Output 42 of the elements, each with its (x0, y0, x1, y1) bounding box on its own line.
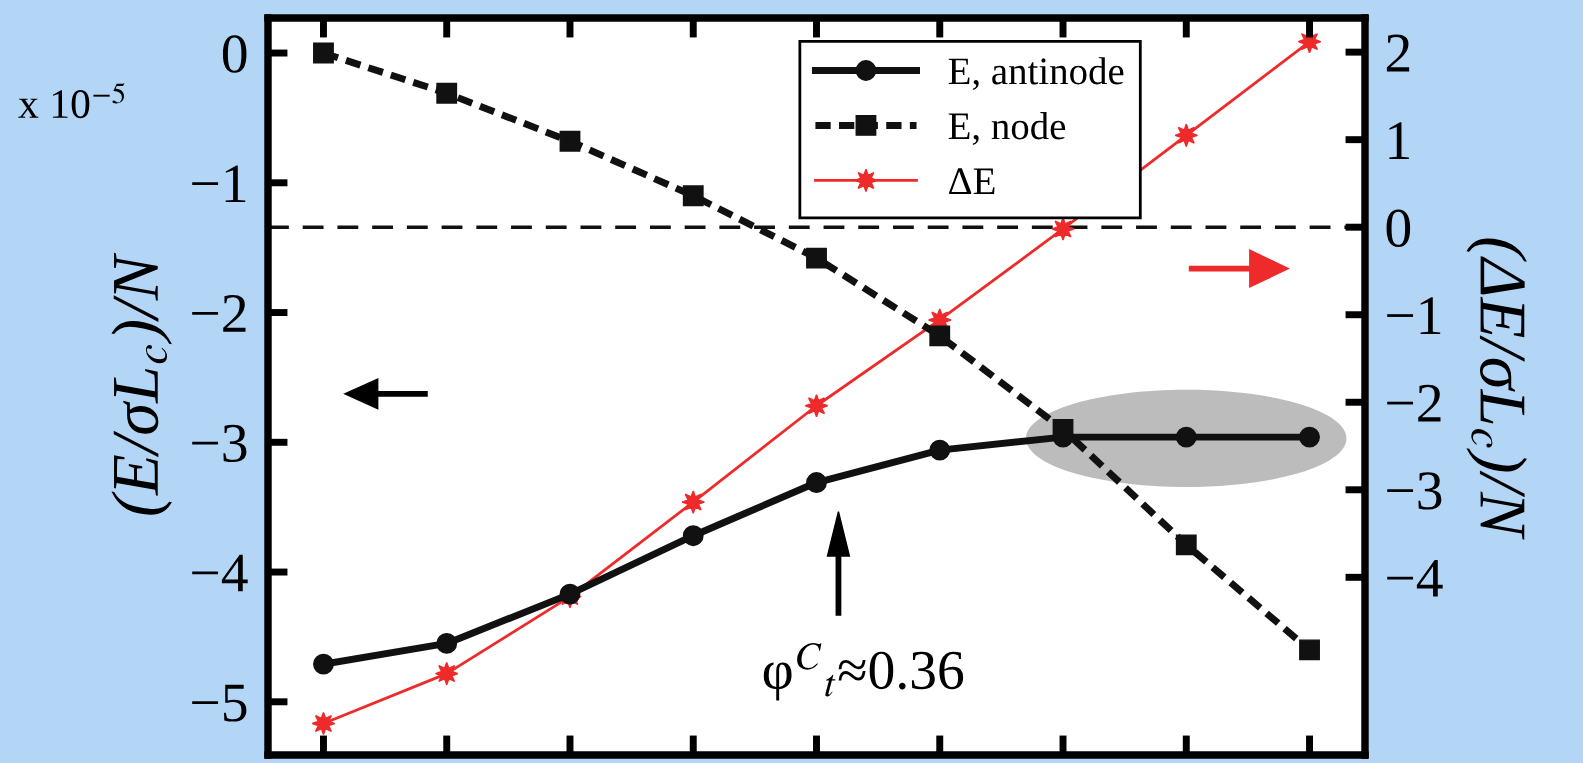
point (559, 130, 581, 152)
y2-tick-label: −1 (1387, 297, 1441, 334)
point (559, 583, 581, 605)
point (1175, 426, 1197, 448)
point (436, 82, 458, 104)
point (313, 653, 334, 675)
point (681, 490, 706, 514)
point (929, 325, 951, 347)
y2-tick-label: 1 (1389, 122, 1409, 159)
point (1051, 217, 1075, 241)
legend-label: ΔE (949, 168, 995, 195)
legend-label: E, antinode (948, 57, 1124, 91)
point (1299, 639, 1320, 661)
y-tick-label: −3 (192, 424, 247, 463)
y-tick-label: 0 (222, 35, 247, 73)
point (682, 525, 704, 547)
point (311, 711, 336, 736)
y-tick-label: −5 (192, 684, 247, 722)
y2-tick-label: −3 (1387, 472, 1442, 510)
point (1174, 123, 1199, 148)
point (313, 42, 334, 64)
y-tick-label: −2 (192, 295, 246, 332)
point (806, 247, 827, 269)
point (1299, 426, 1320, 448)
y-axis-title: (E/σL$_{c}$)/N (111, 252, 172, 515)
annotation: φ$^{C}$$_{t}$≈0.36 (763, 643, 964, 701)
point (929, 439, 951, 461)
point (682, 185, 704, 207)
legend-label: E, node (948, 112, 1066, 146)
y2-tick-label: 2 (1386, 34, 1410, 72)
text: x 10$^{−5}$ (18, 83, 125, 119)
point (434, 661, 459, 686)
y2-tick-label: 0 (1386, 209, 1411, 248)
y2-tick-label: −2 (1387, 384, 1441, 422)
point (806, 472, 827, 493)
y-tick-label: −1 (192, 165, 246, 203)
point (436, 632, 458, 654)
y2-axis-title: (ΔE/σL$_{c}$)/N (1466, 238, 1527, 540)
y-tick-label: −4 (192, 554, 248, 592)
point (804, 393, 829, 418)
y2-tick-label: −4 (1387, 560, 1443, 597)
point (1175, 534, 1197, 556)
